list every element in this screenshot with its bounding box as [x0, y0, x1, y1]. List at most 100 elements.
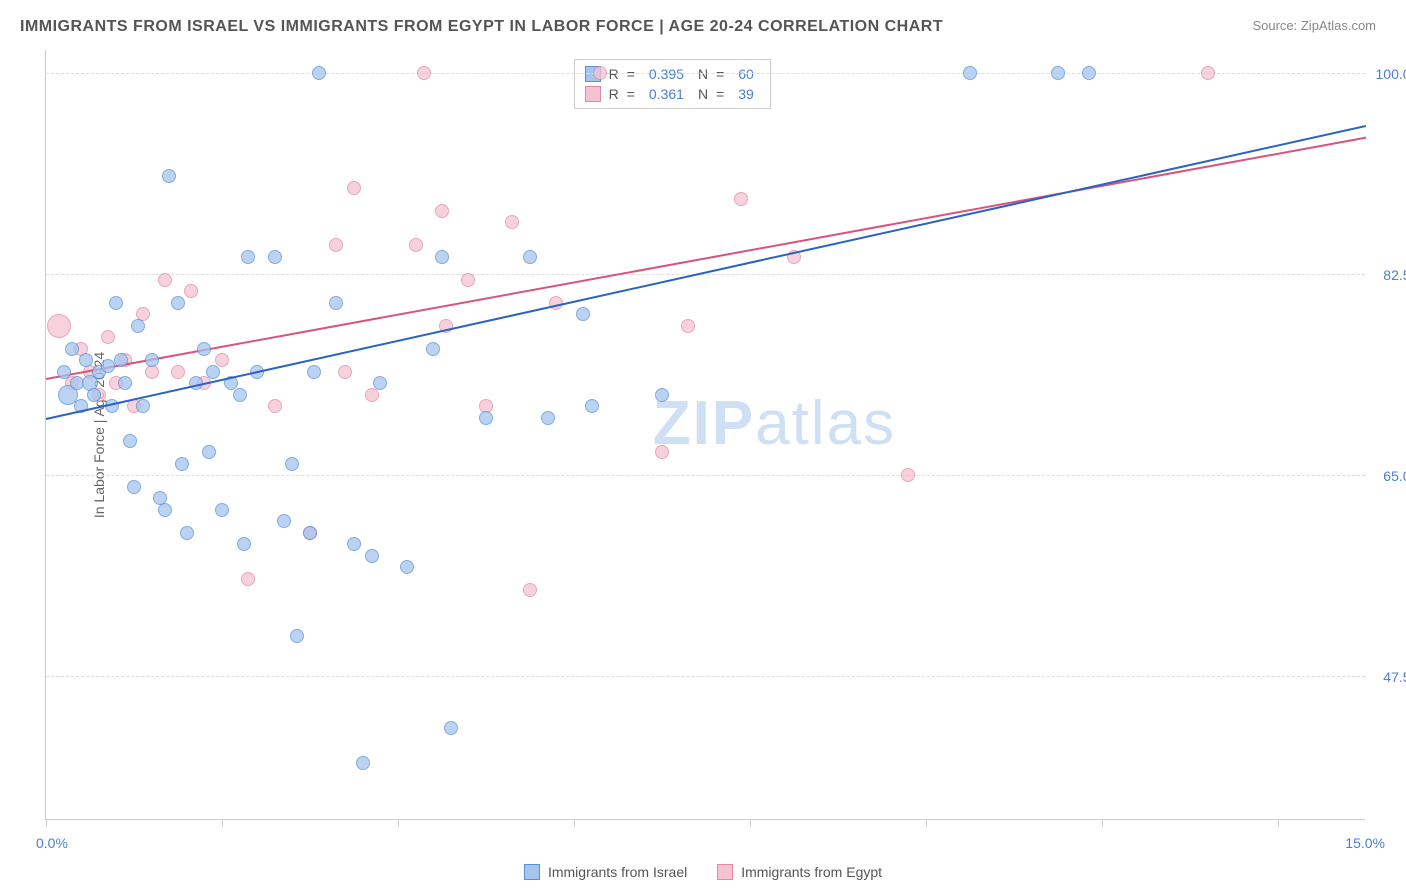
data-point	[655, 445, 669, 459]
gridline: 100.0%	[46, 73, 1365, 74]
data-point	[373, 376, 387, 390]
data-point	[1082, 66, 1096, 80]
data-point	[365, 388, 379, 402]
data-point	[65, 342, 79, 356]
data-point	[435, 250, 449, 264]
data-point	[329, 238, 343, 252]
data-point	[400, 560, 414, 574]
x-tick	[1102, 819, 1103, 827]
legend-label-israel: Immigrants from Israel	[548, 864, 687, 880]
x-tick	[574, 819, 575, 827]
legend-item-israel: Immigrants from Israel	[524, 864, 687, 880]
data-point	[145, 353, 159, 367]
y-tick-label: 65.0%	[1383, 468, 1406, 484]
data-point	[202, 445, 216, 459]
data-point	[162, 169, 176, 183]
y-tick-label: 100.0%	[1376, 66, 1406, 82]
data-point	[444, 721, 458, 735]
data-point	[290, 629, 304, 643]
data-point	[435, 204, 449, 218]
swatch-egypt	[585, 86, 601, 102]
data-point	[347, 537, 361, 551]
data-point	[347, 181, 361, 195]
swatch-egypt-icon	[717, 864, 733, 880]
data-point	[479, 411, 493, 425]
y-tick-label: 47.5%	[1383, 669, 1406, 685]
data-point	[285, 457, 299, 471]
data-point	[505, 215, 519, 229]
data-point	[118, 376, 132, 390]
data-point	[461, 273, 475, 287]
chart-title: IMMIGRANTS FROM ISRAEL VS IMMIGRANTS FRO…	[20, 18, 943, 36]
data-point	[523, 583, 537, 597]
data-point	[307, 365, 321, 379]
data-point	[114, 353, 128, 367]
chart-area: In Labor Force | Age 20-24 ZIPatlas 0.0%…	[45, 50, 1365, 820]
gridline: 47.5%	[46, 676, 1365, 677]
data-point	[576, 307, 590, 321]
y-tick-label: 82.5%	[1383, 267, 1406, 283]
data-point	[158, 273, 172, 287]
data-point	[175, 457, 189, 471]
data-point	[241, 572, 255, 586]
data-point	[241, 250, 255, 264]
trend-line	[46, 125, 1366, 420]
data-point	[338, 365, 352, 379]
gridline: 82.5%	[46, 274, 1365, 275]
data-point	[277, 514, 291, 528]
watermark: ZIPatlas	[653, 388, 896, 459]
bottom-legend: Immigrants from Israel Immigrants from E…	[524, 864, 882, 880]
data-point	[127, 480, 141, 494]
data-point	[268, 399, 282, 413]
data-point	[1051, 66, 1065, 80]
data-point	[47, 314, 71, 338]
gridline: 65.0%	[46, 475, 1365, 476]
data-point	[734, 192, 748, 206]
data-point	[180, 526, 194, 540]
data-point	[655, 388, 669, 402]
data-point	[57, 365, 71, 379]
x-axis-min-label: 0.0%	[36, 835, 68, 851]
data-point	[426, 342, 440, 356]
legend-label-egypt: Immigrants from Egypt	[741, 864, 882, 880]
data-point	[365, 549, 379, 563]
data-point	[593, 66, 607, 80]
data-point	[963, 66, 977, 80]
data-point	[312, 66, 326, 80]
legend-row-egypt: R = 0.361 N = 39	[585, 84, 760, 104]
data-point	[171, 365, 185, 379]
data-point	[268, 250, 282, 264]
x-tick	[398, 819, 399, 827]
x-tick	[926, 819, 927, 827]
data-point	[206, 365, 220, 379]
x-tick	[750, 819, 751, 827]
data-point	[329, 296, 343, 310]
data-point	[523, 250, 537, 264]
data-point	[233, 388, 247, 402]
data-point	[303, 526, 317, 540]
data-point	[131, 319, 145, 333]
data-point	[101, 330, 115, 344]
legend-row-israel: R = 0.395 N = 60	[585, 64, 760, 84]
data-point	[237, 537, 251, 551]
x-tick	[222, 819, 223, 827]
legend-item-egypt: Immigrants from Egypt	[717, 864, 882, 880]
data-point	[136, 399, 150, 413]
data-point	[123, 434, 137, 448]
data-point	[356, 756, 370, 770]
data-point	[681, 319, 695, 333]
data-point	[541, 411, 555, 425]
x-axis-max-label: 15.0%	[1345, 835, 1385, 851]
data-point	[197, 342, 211, 356]
x-tick	[46, 819, 47, 827]
data-point	[215, 503, 229, 517]
data-point	[585, 399, 599, 413]
data-point	[1201, 66, 1215, 80]
data-point	[184, 284, 198, 298]
data-point	[158, 503, 172, 517]
swatch-israel-icon	[524, 864, 540, 880]
data-point	[171, 296, 185, 310]
x-tick	[1278, 819, 1279, 827]
source-label: Source: ZipAtlas.com	[1252, 18, 1376, 33]
data-point	[101, 359, 115, 373]
